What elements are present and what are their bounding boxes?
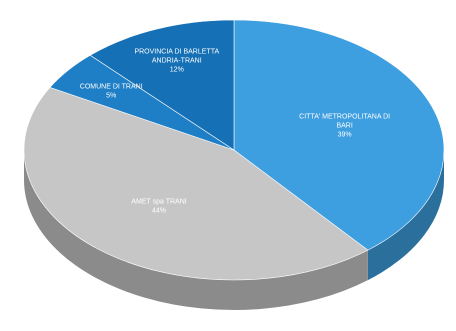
pie-top <box>24 20 444 280</box>
slice-name-2: COMUNE DI TRANI <box>80 84 143 91</box>
slice-value-2: 5% <box>106 93 116 100</box>
slice-name-3: ANDRIA-TRANI <box>152 58 202 65</box>
slice-value-0: 39% <box>338 131 352 138</box>
slice-name-3: PROVINCIA DI BARLETTA <box>134 49 219 56</box>
slice-name-0: BARI <box>336 122 352 129</box>
slice-name-1: AMET spa TRANI <box>131 199 186 206</box>
slice-value-3: 12% <box>170 67 184 74</box>
slice-name-0: CITTA' METROPOLITANA DI <box>299 113 390 120</box>
slice-value-1: 44% <box>152 208 166 215</box>
